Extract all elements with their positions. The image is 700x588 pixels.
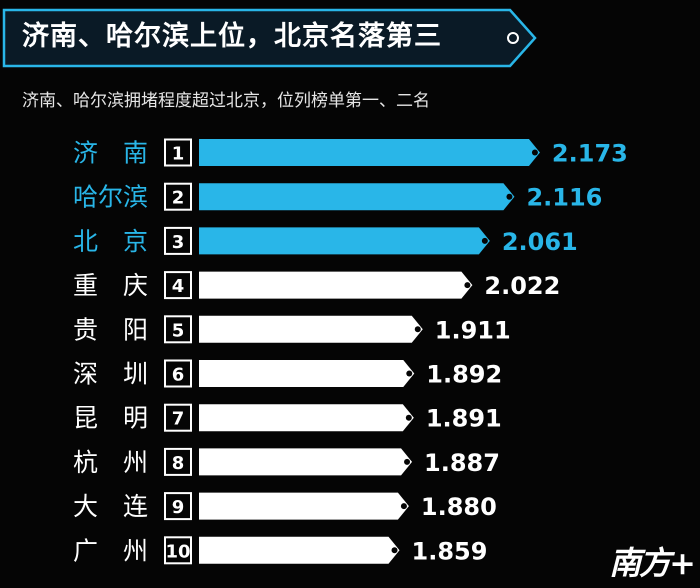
value-label: 2.116 [526, 184, 602, 212]
value-label: 1.859 [412, 537, 488, 565]
category-label: 杭 州 [73, 448, 148, 477]
category-label: 昆 明 [73, 404, 148, 433]
rank-box [164, 536, 192, 565]
category-label: 贵 阳 [73, 315, 148, 344]
rank-number: 3 [172, 232, 185, 253]
rank-box [164, 492, 192, 521]
rank-box [164, 182, 192, 211]
rank-number: 4 [172, 276, 185, 297]
title-banner [2, 8, 537, 68]
rank-box [164, 315, 192, 344]
rank-box [164, 226, 192, 255]
bar [199, 448, 413, 476]
bar-end-dot [481, 237, 488, 244]
nanfang-plus-logo: 南方+ [609, 544, 696, 582]
category-label: 重 庆 [73, 271, 148, 300]
rank-number: 8 [172, 453, 185, 474]
bar-end-dot [391, 547, 398, 554]
rank-box [164, 138, 192, 167]
category-label: 深 圳 [73, 360, 148, 389]
rank-number: 1 [172, 144, 185, 165]
rank-number: 6 [172, 365, 185, 386]
rank-number: 9 [172, 497, 185, 518]
page-subtitle: 济南、哈尔滨拥堵程度超过北京，位列榜单第一、二名 [22, 91, 430, 111]
bar [199, 183, 515, 211]
rank-number: 5 [172, 320, 185, 341]
value-label: 1.891 [426, 405, 502, 433]
bar-end-dot [404, 458, 411, 465]
category-label: 哈尔滨 [73, 183, 148, 212]
category-label: 济 南 [73, 139, 148, 168]
bar [199, 271, 473, 299]
bar-end-dot [405, 414, 412, 421]
bar-end-dot [406, 370, 413, 377]
bar-end-dot [531, 149, 538, 156]
category-label: 广 州 [73, 536, 148, 565]
bar [199, 139, 540, 166]
rank-box [164, 403, 192, 432]
rank-box [164, 271, 192, 300]
bar [199, 404, 414, 432]
value-label: 1.911 [435, 316, 511, 344]
congestion-bar-chart: 济 南 1 2.173 哈尔滨 2 2.116 北 京 3 2.061 重 庆 4 2.022 贵 阳 5… [73, 138, 628, 565]
bar [199, 492, 409, 520]
bar-end-dot [464, 282, 471, 289]
bar-end-dot [400, 503, 407, 510]
bar-end-dot [506, 193, 513, 200]
value-label: 1.880 [421, 493, 497, 521]
value-label: 1.892 [426, 361, 502, 389]
bar [199, 315, 423, 343]
banner-frame [2, 8, 537, 68]
value-label: 1.887 [424, 449, 500, 477]
rank-box [164, 359, 192, 388]
rank-number: 10 [165, 541, 190, 562]
rank-number: 2 [172, 188, 185, 209]
bar [199, 360, 415, 387]
value-label: 2.061 [502, 228, 578, 256]
bar [199, 536, 400, 564]
bar-end-dot [414, 326, 421, 333]
rank-box [164, 447, 192, 476]
bar [199, 227, 490, 255]
category-label: 北 京 [73, 227, 148, 256]
rank-number: 7 [172, 409, 185, 430]
value-label: 2.173 [552, 140, 628, 168]
category-label: 大 连 [73, 492, 148, 521]
value-label: 2.022 [484, 272, 560, 300]
page-title: 济南、哈尔滨上位，北京名落第三 [22, 21, 442, 52]
banner-ring-icon [507, 32, 519, 44]
